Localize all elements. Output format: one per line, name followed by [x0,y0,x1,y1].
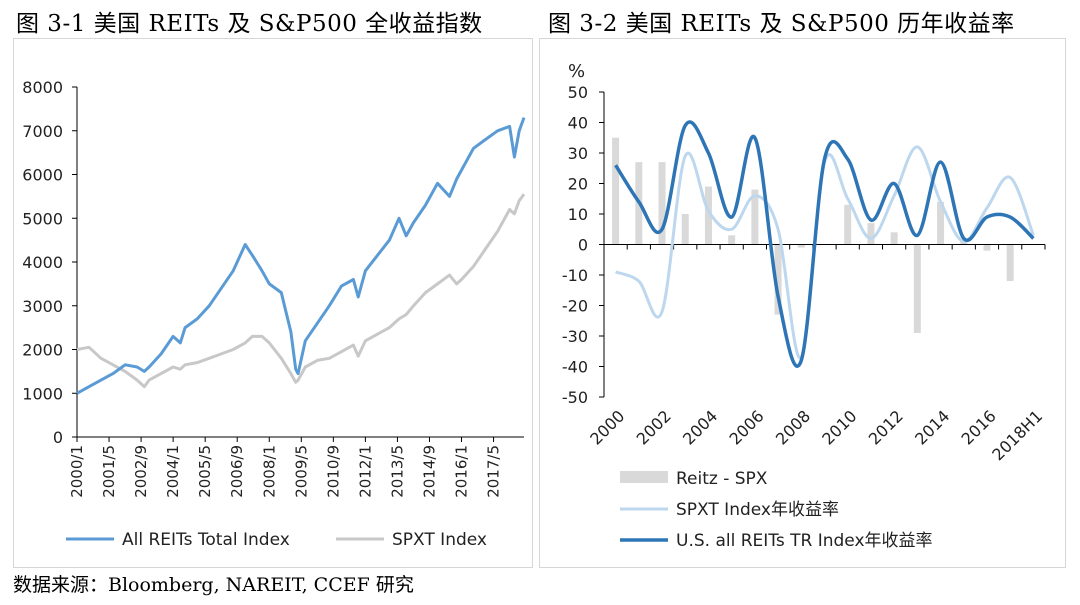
x-tick-label: 2013/5 [388,445,406,498]
source-note: 数据来源：Bloomberg, NAREIT, CCEF 研究 [13,574,414,596]
bar-reitz-spx [867,223,875,245]
x-tick-label: 2012/1 [356,445,374,498]
y-tick-label: 10 [568,205,588,224]
chart-panel-annual-returns: % 50 40 30 20 10 0 -10 -20 -30 -40 -50 2000 2002 2004 2… [539,38,1066,568]
y-tick-label: 6000 [22,166,63,185]
y-tick-label: 4000 [22,253,63,272]
left-chart-title: 图 3-1 美国 REITs 及 S&P500 全收益指数 [16,11,483,37]
y-tick-label: 7000 [22,122,63,141]
bar-reitz-spx [960,241,968,245]
right-chart-title: 图 3-2 美国 REITs 及 S&P500 历年收益率 [548,11,1015,37]
x-tick-label: 2012 [865,406,907,448]
x-tick-label: 2016/1 [453,445,471,498]
y-tick-label: -10 [562,266,588,285]
series-line-all-reits-total-index [76,117,526,395]
bar-reitz-spx [797,244,805,248]
y-tick-label: 5000 [22,209,63,228]
bar-reitz-spx [937,201,945,245]
bar-reitz-spx [658,162,666,245]
y-tick-label: -50 [562,388,588,407]
x-tick-label: 2000/1 [68,445,86,498]
y-tick-label: -30 [562,327,588,346]
bar-reitz-spx [844,204,852,245]
bar-reitz-spx [612,137,620,245]
x-tick-label: 2016 [958,406,1000,448]
x-tick-label: 2001/5 [100,445,118,498]
x-tick-label: 2010 [818,406,860,448]
bar-reitz-spx [681,214,689,245]
x-tick-label: 2008/1 [260,445,278,498]
x-tick-label: 2005/5 [196,445,214,498]
bar-reitz-spx [704,186,712,245]
y-tick-label: 1000 [22,384,63,403]
legend-label-all-reits: All REITs Total Index [122,530,290,550]
y-tick-label: 8000 [22,78,63,97]
legend-label-reits: U.S. all REITs TR Index年收益率 [676,531,933,551]
y-tick-label: -20 [562,297,588,316]
x-tick-label: 2004 [679,406,721,448]
y-tick-label: 0 [53,428,63,447]
index-line-chart: 0 1000 2000 3000 4000 5000 6000 7000 8000 2000/1 2… [22,78,526,550]
y-axis-unit-label: % [568,61,585,82]
x-tick-label: 2014 [911,406,953,448]
x-tick-label: 2006 [725,406,767,448]
legend-label-reitz-spx: Reitz - SPX [676,469,768,489]
chart-panel-reits-spxt-index: 0 1000 2000 3000 4000 5000 6000 7000 8000 2000/1 2… [13,38,533,568]
x-tick-label: 2004/1 [164,445,182,498]
x-tick-label: 2017/5 [485,445,503,498]
bar-reitz-spx [983,244,991,251]
series-line-spxt-annual-return [615,145,1035,360]
bar-reitz-spx [913,244,921,333]
bar-reitz-spx [728,235,736,245]
legend-label-spxt: SPXT Index [392,530,487,550]
series-line-reits-annual-return [614,120,1035,368]
x-tick-label: 2006/9 [228,445,246,498]
bar-reitz-spx [890,232,898,245]
y-tick-label: 50 [568,83,588,102]
series-line-spxt-index [76,193,526,389]
x-tick-label: 2018H1 [988,406,1046,464]
x-tick-label: 2000 [586,406,628,448]
bar-reitz-spx [751,189,759,245]
y-tick-label: 3000 [22,297,63,316]
x-tick-label: 2002/9 [132,445,150,498]
bar-reitz-spx [774,244,782,315]
y-tick-label: 2000 [22,341,63,360]
x-tick-label: 2010/9 [324,445,342,498]
x-tick-label: 2014/9 [420,445,438,498]
y-tick-label: 20 [568,175,588,194]
y-tick-label: 30 [568,144,588,163]
y-tick-label: 0 [578,236,588,255]
legend-label-spxt: SPXT Index年收益率 [676,500,839,520]
y-tick-label: -40 [562,358,588,377]
x-tick-label: 2009/5 [292,445,310,498]
x-tick-label: 2002 [633,406,675,448]
bar-reitz-spx [1006,244,1014,282]
x-tick-label: 2008 [772,406,814,448]
y-tick-label: 40 [568,114,588,133]
legend-swatch-reitz-spx [620,471,668,483]
